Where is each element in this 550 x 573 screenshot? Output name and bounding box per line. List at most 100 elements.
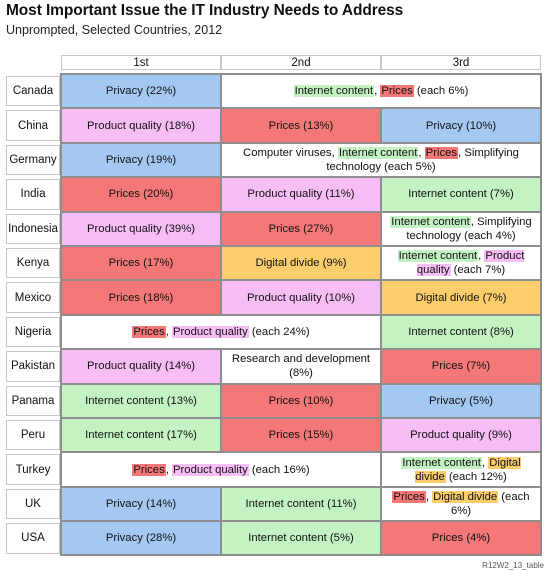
cell-text: Prices (15%) — [269, 428, 334, 442]
cell-text: Privacy (19%) — [106, 153, 176, 167]
cell-text-part: Product quality (39%) — [87, 222, 195, 235]
highlight-prices: Prices — [132, 463, 166, 476]
cell-germany-1: Privacy (19%) — [61, 142, 221, 178]
cell-text: Internet content (5%) — [248, 531, 354, 545]
cell-text: Privacy (22%) — [106, 84, 176, 98]
cell-text: Internet content, Product quality (each … — [386, 249, 536, 277]
cell-uk-1: Privacy (14%) — [61, 486, 221, 522]
cell-text-part: , — [418, 146, 425, 159]
cell-text-part: Prices (15%) — [268, 429, 334, 442]
cell-text: Digital divide (7%) — [415, 291, 506, 305]
cell-text: Internet content (7%) — [408, 187, 514, 201]
cell-text-part: Prices (4%) — [431, 532, 491, 545]
footnote: R12W2_13_table — [482, 561, 544, 570]
cell-text: Prices (13%) — [269, 119, 334, 133]
cell-china-2: Prices (13%) — [221, 108, 381, 143]
chart-title: Most Important Issue the IT Industry Nee… — [6, 2, 404, 19]
row-header-panama: Panama — [6, 385, 60, 416]
cell-nigeria-1: Prices, Product quality (each 24%) — [61, 314, 381, 350]
cell-canada-2: Internet content, Prices (each 6%) — [221, 74, 541, 109]
cell-text-part: , — [425, 490, 433, 503]
cell-text: Product quality (18%) — [87, 119, 195, 133]
cell-text: Privacy (28%) — [106, 531, 176, 545]
cell-text: Product quality (39%) — [87, 222, 195, 236]
cell-text-part: Privacy (5%) — [428, 394, 494, 407]
cell-text: Prices (17%) — [109, 256, 174, 270]
cell-text-part: Prices (10%) — [268, 394, 334, 407]
cell-text: Product quality (10%) — [247, 291, 355, 305]
cell-usa-1: Privacy (28%) — [61, 521, 221, 556]
cell-text: Product quality (9%) — [410, 428, 512, 442]
cell-text-part: Internet content (7%) — [408, 188, 514, 201]
cell-text-part: (each 16%) — [248, 463, 310, 476]
highlight-internet-content: Internet content — [397, 250, 479, 263]
cell-text: Internet content, Prices (each 6%) — [293, 84, 469, 98]
cell-mexico-1: Prices (18%) — [61, 280, 221, 315]
cell-text-part: (each 6%) — [413, 85, 469, 98]
cell-usa-3: Prices (4%) — [381, 521, 541, 556]
cell-panama-2: Prices (10%) — [221, 383, 381, 418]
cell-text: Prices (18%) — [109, 291, 174, 305]
row-header-pakistan: Pakistan — [6, 351, 60, 382]
cell-uk-2: Internet content (11%) — [221, 486, 381, 522]
highlight-product-quality: Product quality — [172, 325, 249, 338]
cell-india-1: Prices (20%) — [61, 177, 221, 212]
row-header-nigeria: Nigeria — [6, 316, 60, 348]
cell-text-part: Prices (20%) — [108, 188, 174, 201]
cell-kenya-2: Digital divide (9%) — [221, 246, 381, 281]
cell-turkey-3: Internet content, Digital divide (each 1… — [381, 452, 541, 487]
cell-text-part: Privacy (10%) — [425, 119, 497, 132]
highlight-internet-content: Internet content — [401, 456, 482, 469]
row-header-peru: Peru — [6, 420, 60, 451]
cell-china-3: Privacy (10%) — [381, 108, 541, 143]
cell-pakistan-1: Product quality (14%) — [61, 349, 221, 384]
cell-text-part: Product quality (14%) — [87, 360, 195, 373]
column-header-2: 2nd — [221, 55, 381, 70]
row-header-kenya: Kenya — [6, 248, 60, 279]
cell-pakistan-3: Prices (7%) — [381, 349, 541, 384]
cell-text: Prices, Digital divide (each 6%) — [386, 490, 536, 518]
row-header-canada: Canada — [6, 76, 60, 107]
cell-panama-3: Privacy (5%) — [381, 383, 541, 418]
cell-indonesia-2: Prices (27%) — [221, 211, 381, 246]
cell-text-part: Product quality (9%) — [410, 429, 512, 442]
cell-text-part: Product quality (18%) — [87, 119, 195, 132]
cell-text-part: , — [165, 463, 172, 476]
cell-peru-2: Prices (15%) — [221, 418, 381, 453]
cell-text-part: Digital divide (7%) — [415, 291, 507, 304]
cell-text: Internet content (13%) — [85, 394, 197, 408]
cell-text-part: (each 6%) — [450, 490, 530, 517]
cell-text-part: Prices (13%) — [268, 119, 334, 132]
cell-germany-2: Computer viruses, Internet content, Pric… — [221, 142, 541, 178]
row-header-usa: USA — [6, 523, 60, 554]
cell-canada-1: Privacy (22%) — [61, 74, 221, 109]
row-header-china: China — [6, 110, 60, 141]
row-header-uk: UK — [6, 488, 60, 520]
cell-india-3: Internet content (7%) — [381, 177, 541, 212]
highlight-internet-content: Internet content — [390, 215, 471, 228]
cell-text: Prices (4%) — [432, 531, 490, 545]
cell-text-part: (each 12%) — [445, 470, 507, 483]
cell-kenya-1: Prices (17%) — [61, 246, 221, 281]
row-header-india: India — [6, 179, 60, 210]
cell-text-part: , Simplifying technology (each 5%) — [326, 146, 519, 173]
cell-text: Internet content, Digital divide (each 1… — [386, 456, 536, 484]
cell-text: Prices (10%) — [269, 394, 334, 408]
cell-text-part: , — [478, 250, 485, 263]
column-header-1: 1st — [61, 55, 221, 70]
cell-text-part: Internet content (5%) — [248, 532, 354, 545]
cell-text-part: Privacy (22%) — [105, 85, 177, 98]
cell-text-part: (each 7%) — [450, 264, 506, 277]
highlight-digital-divide: Digital divide — [432, 490, 499, 503]
cell-text: Prices (27%) — [269, 222, 334, 236]
cell-text-part: Prices (18%) — [108, 291, 174, 304]
cell-text-part: , — [165, 325, 172, 338]
cell-text-part: Product quality (11%) — [247, 188, 355, 201]
cell-text: Product quality (14%) — [87, 359, 195, 373]
highlight-prices: Prices — [132, 325, 166, 338]
cell-text: Prices (7%) — [432, 359, 490, 373]
cell-text: Privacy (10%) — [426, 119, 496, 133]
cell-text-part: , — [481, 456, 489, 469]
cell-text: Internet content (17%) — [85, 428, 197, 442]
cell-text-part: Prices (17%) — [108, 257, 174, 270]
